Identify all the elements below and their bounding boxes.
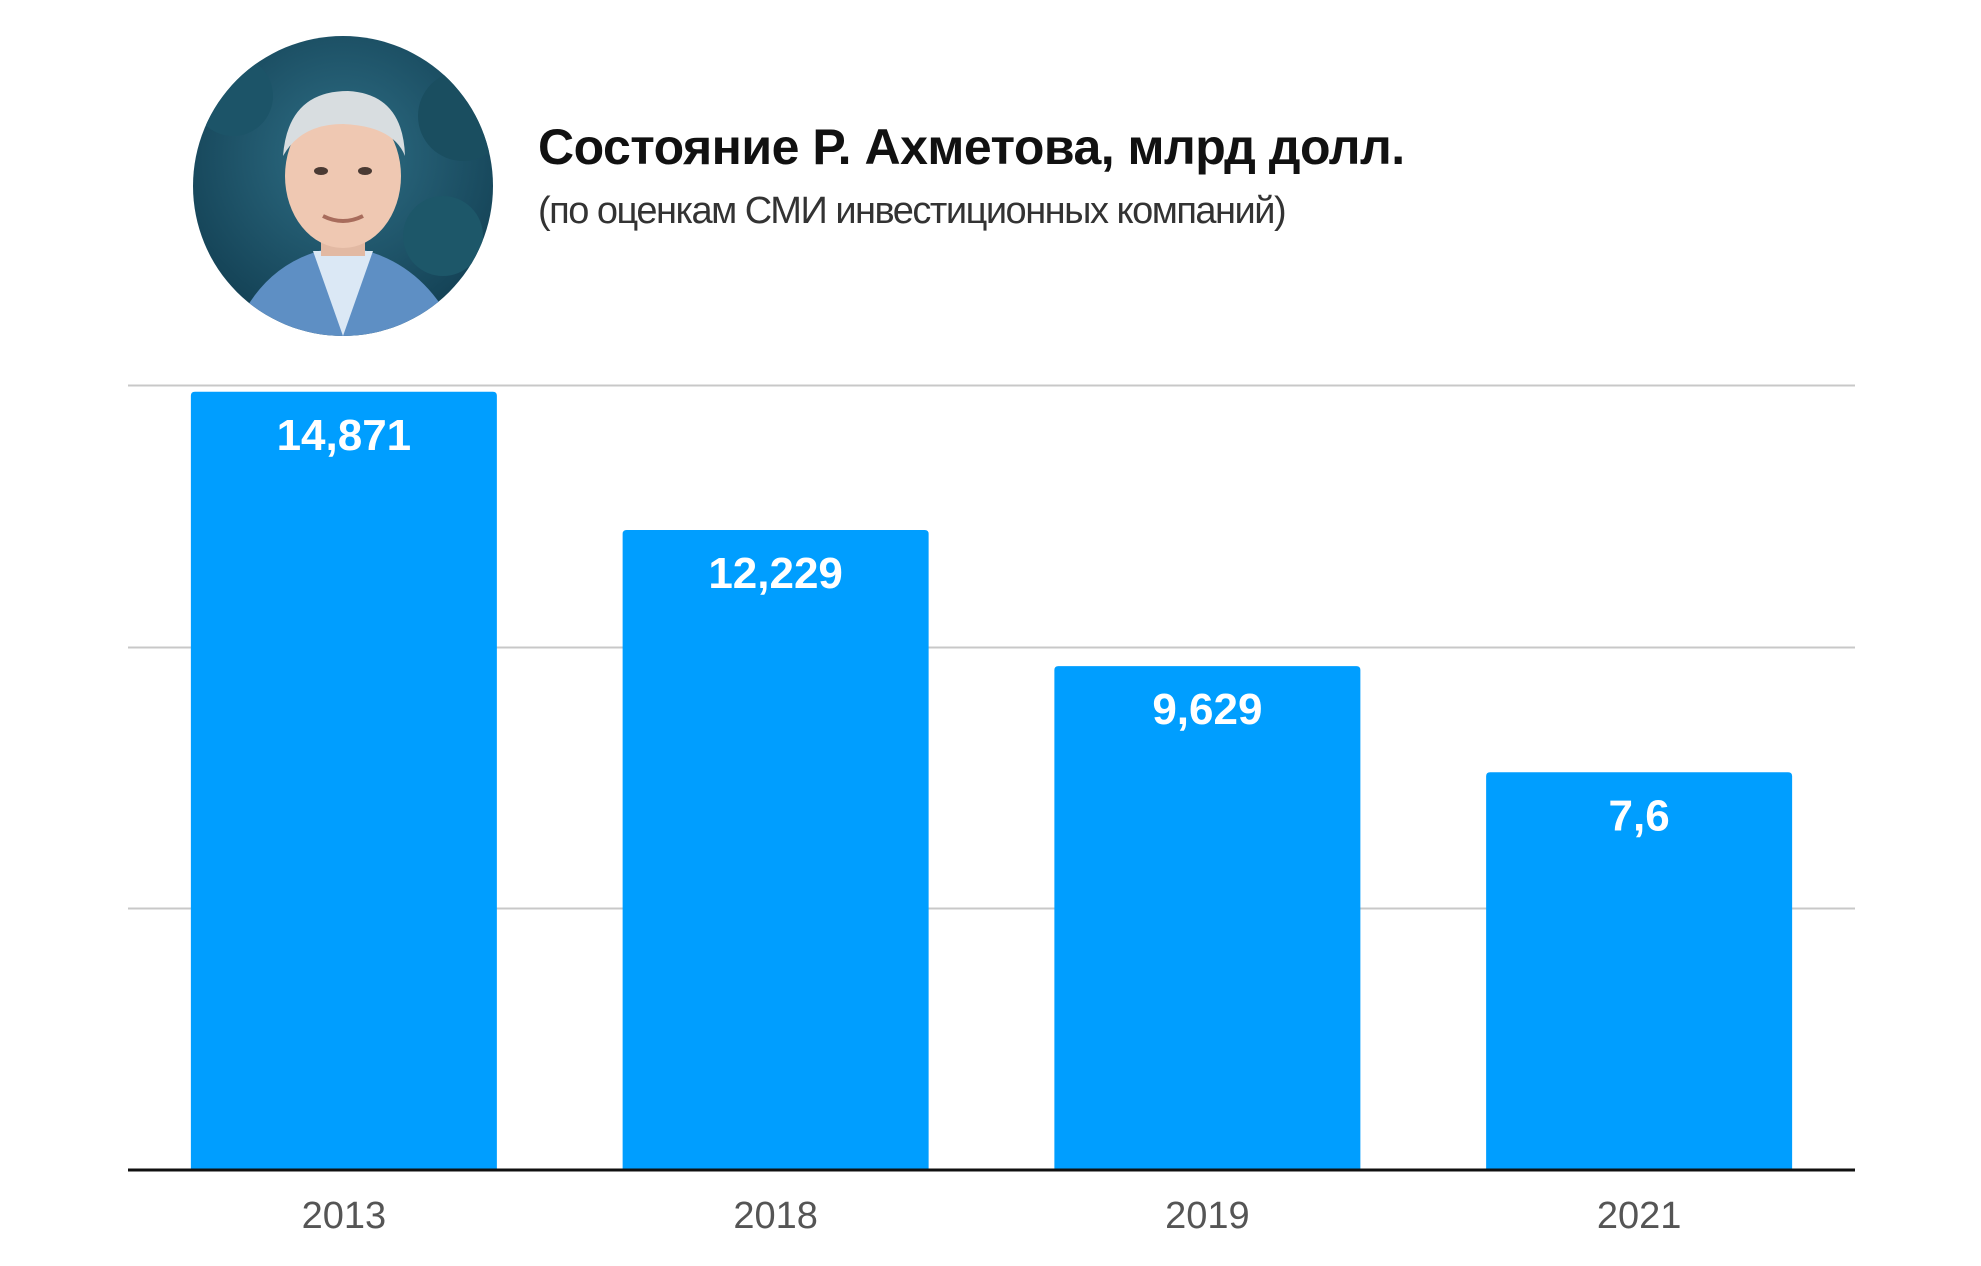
portrait-photo <box>193 36 493 336</box>
chart-title: Состояние Р. Ахметова, млрд долл. <box>538 119 1405 175</box>
x-tick-label-2019: 2019 <box>1165 1195 1250 1237</box>
bar-2018 <box>622 530 929 1170</box>
bar-2013 <box>190 391 497 1171</box>
data-label-2018: 12,229 <box>708 549 843 598</box>
bar-2019 <box>1054 666 1361 1170</box>
x-tick-label-2018: 2018 <box>733 1195 818 1237</box>
x-tick-label-2013: 2013 <box>302 1195 387 1237</box>
chart-subtitle: (по оценкам СМИ инвестиционных компаний) <box>538 190 1287 232</box>
bar-2021 <box>1486 772 1793 1170</box>
data-label-2019: 9,629 <box>1152 685 1262 734</box>
portrait-icon <box>193 36 493 336</box>
x-tick-label-2021: 2021 <box>1597 1195 1682 1237</box>
data-label-2013: 14,871 <box>277 411 412 460</box>
data-label-2021: 7,6 <box>1609 791 1670 840</box>
